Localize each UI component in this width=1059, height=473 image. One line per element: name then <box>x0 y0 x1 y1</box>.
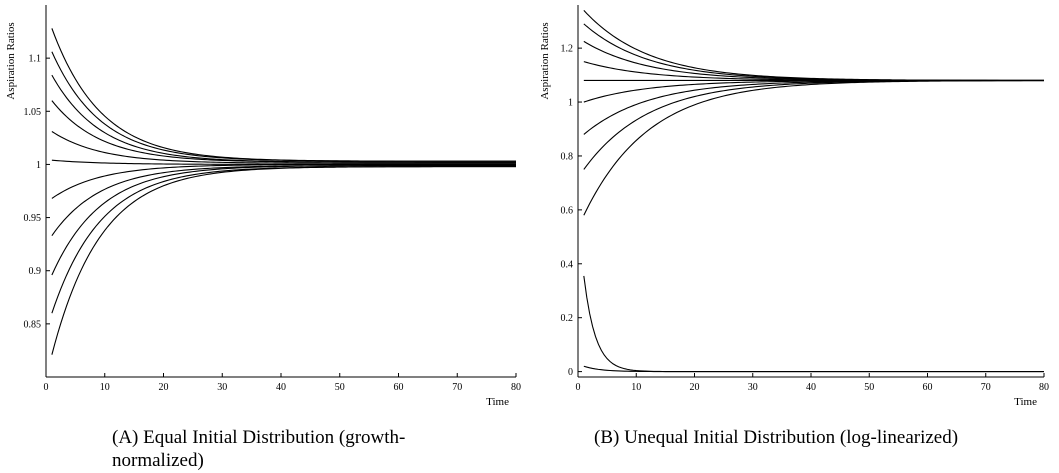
series-line-9 <box>583 80 1044 216</box>
x-tick-label: 50 <box>335 382 345 393</box>
series-line-2 <box>51 51 516 162</box>
x-tick-label: 80 <box>511 382 521 393</box>
y-tick-label: 1.2 <box>561 44 574 55</box>
x-tick-label: 40 <box>806 382 816 393</box>
x-tick-label: 30 <box>217 382 227 393</box>
x-tick-label: 10 <box>100 382 110 393</box>
x-axis-title: Time <box>486 396 509 408</box>
y-axis-title: Aspiration Ratios <box>539 22 551 99</box>
y-tick-label: 0.95 <box>24 213 42 224</box>
series-line-7 <box>51 163 516 199</box>
x-tick-label: 30 <box>748 382 758 393</box>
panel-a: 0 10 20 30 40 50 60 70 80 0.85 0.9 0.95 1 1.05 1.1 Time… <box>5 5 521 408</box>
series-line-1 <box>583 10 1044 81</box>
series-line-11 <box>583 365 1044 373</box>
panel-b: 0 10 20 30 40 50 60 70 80 0 0.2 0.4 0.6 0.8 1 1.2 Time As… <box>539 5 1049 408</box>
x-tick-label: 20 <box>690 382 700 393</box>
y-tick-label: 0.4 <box>561 259 574 270</box>
y-tick-label: 0.85 <box>24 319 42 330</box>
series-line-11 <box>51 166 516 355</box>
y-tick-label: 1 <box>36 160 41 171</box>
series-line-3 <box>51 74 516 163</box>
series-line-4 <box>51 100 516 163</box>
y-tick-label: 1.1 <box>29 54 42 65</box>
caption-panel-a: (A) Equal Initial Distribution (growth-n… <box>112 427 406 471</box>
series-line-10 <box>51 166 516 314</box>
y-tick-label: 0.2 <box>561 313 574 324</box>
x-tick-label: 50 <box>864 382 874 393</box>
x-tick-label: 0 <box>44 382 49 393</box>
series-line-9 <box>51 164 516 276</box>
x-tick-label: 20 <box>159 382 169 393</box>
y-tick-label: 1.05 <box>24 107 42 118</box>
series-line-8 <box>583 80 1044 170</box>
series-line-5 <box>51 131 516 164</box>
x-tick-label: 10 <box>631 382 641 393</box>
y-tick-label: 0.6 <box>561 205 574 216</box>
x-tick-label: 70 <box>981 382 991 393</box>
y-tick-label: 0.8 <box>561 151 574 162</box>
series-line-4 <box>583 61 1044 82</box>
x-axis-title: Time <box>1014 396 1037 408</box>
figure-canvas: 0 10 20 30 40 50 60 70 800.850.90.9511.051.1Time… <box>5 5 1049 408</box>
series-line-2 <box>583 23 1044 81</box>
y-tick-label: 0.9 <box>29 266 42 277</box>
x-tick-label: 40 <box>276 382 286 393</box>
series-line-10 <box>583 275 1044 373</box>
y-axis-title: Aspiration Ratios <box>5 22 17 99</box>
x-tick-label: 60 <box>394 382 404 393</box>
series-line-8 <box>51 164 516 236</box>
caption-panel-b: (B) Unequal Initial Distribution (log-li… <box>594 427 959 448</box>
x-tick-label: 70 <box>452 382 462 393</box>
x-tick-label: 0 <box>576 382 581 393</box>
x-tick-label: 80 <box>1039 382 1049 393</box>
y-tick-label: 1 <box>568 98 573 109</box>
x-tick-label: 60 <box>923 382 933 393</box>
y-tick-label: 0 <box>568 367 573 378</box>
